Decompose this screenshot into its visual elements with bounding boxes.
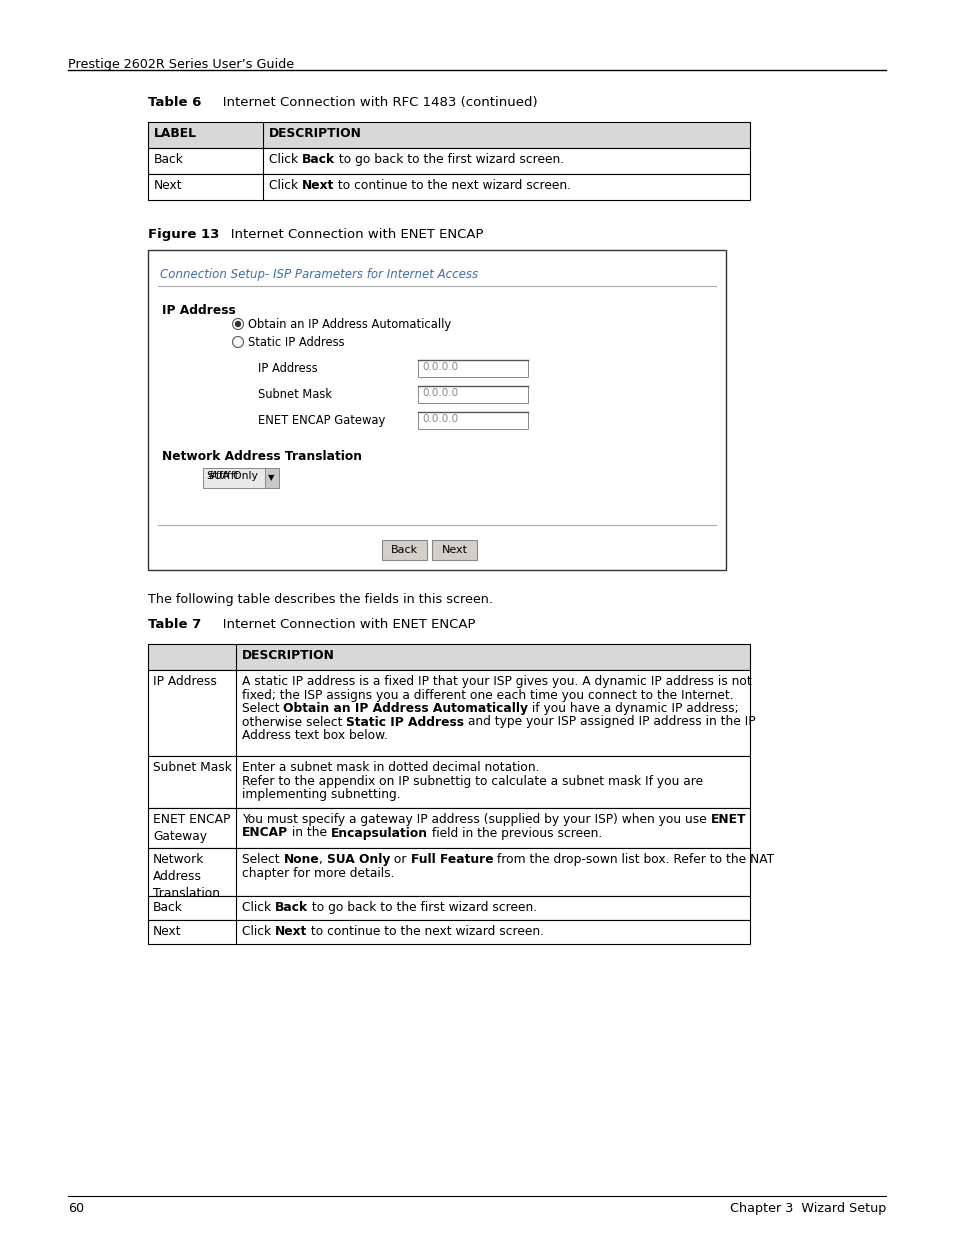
Text: or: or (390, 853, 411, 866)
Bar (203, 468, 278, 488)
Text: Internet Connection with RFC 1483 (continued): Internet Connection with RFC 1483 (conti… (210, 96, 537, 109)
Text: Figure 13: Figure 13 (148, 228, 219, 241)
Text: IP Address: IP Address (257, 362, 317, 375)
Text: and type your ISP assigned IP address in the IP: and type your ISP assigned IP address in… (464, 715, 755, 729)
Circle shape (233, 319, 243, 330)
Bar (381, 540, 427, 559)
Text: ENET: ENET (710, 813, 745, 826)
Text: Next: Next (441, 545, 467, 555)
Text: Subnet Mask: Subnet Mask (152, 761, 232, 774)
Text: otherwise select: otherwise select (242, 715, 346, 729)
Text: Back: Back (274, 902, 308, 914)
Text: Address text box below.: Address text box below. (242, 729, 388, 742)
Text: Back: Back (302, 153, 335, 165)
Text: The following table describes the fields in this screen.: The following table describes the fields… (148, 593, 493, 606)
Text: Network Address Translation: Network Address Translation (162, 450, 361, 463)
Text: Refer to the appendix on IP subnettig to calculate a subnet mask If you are: Refer to the appendix on IP subnettig to… (242, 774, 702, 788)
Text: IP Address: IP Address (162, 304, 235, 317)
Text: ENCAP: ENCAP (242, 826, 288, 840)
Text: Internet Connection with ENET ENCAP: Internet Connection with ENET ENCAP (218, 228, 483, 241)
Text: DESCRIPTION: DESCRIPTION (269, 127, 361, 140)
Text: to go back to the first wizard screen.: to go back to the first wizard screen. (335, 153, 563, 165)
Text: Next: Next (152, 925, 181, 939)
Text: Static IP Address: Static IP Address (346, 715, 464, 729)
Text: Click: Click (269, 179, 302, 191)
Text: #ffffff: #ffffff (207, 471, 238, 480)
Text: ENET ENCAP Gateway: ENET ENCAP Gateway (257, 414, 385, 427)
Text: Select: Select (242, 701, 283, 715)
Text: Click: Click (269, 153, 302, 165)
Text: 0.0.0.0: 0.0.0.0 (421, 362, 457, 372)
Text: Select: Select (242, 853, 283, 866)
Text: SUA Only: SUA Only (327, 853, 390, 866)
Bar (265, 468, 278, 488)
Text: LABEL: LABEL (153, 127, 196, 140)
Bar (417, 359, 527, 377)
Circle shape (235, 321, 240, 326)
Text: 0.0.0.0: 0.0.0.0 (421, 388, 457, 398)
Text: Next: Next (302, 179, 334, 191)
Text: Click: Click (242, 902, 274, 914)
Bar (417, 387, 527, 403)
Text: Full Feature: Full Feature (411, 853, 493, 866)
Bar (148, 643, 749, 671)
Bar (148, 174, 749, 200)
Text: ENET ENCAP
Gateway: ENET ENCAP Gateway (152, 813, 230, 844)
Bar (432, 540, 476, 559)
Bar (148, 897, 749, 920)
Bar (417, 412, 527, 429)
Text: Static IP Address: Static IP Address (248, 336, 344, 350)
Text: Chapter 3  Wizard Setup: Chapter 3 Wizard Setup (729, 1202, 885, 1215)
Bar (148, 249, 725, 571)
Text: 0.0.0.0: 0.0.0.0 (421, 414, 457, 424)
Text: Back: Back (391, 545, 417, 555)
Text: SUA Only: SUA Only (207, 471, 257, 480)
Text: Internet Connection with ENET ENCAP: Internet Connection with ENET ENCAP (210, 618, 475, 631)
Text: IP Address: IP Address (152, 676, 216, 688)
Text: Prestige 2602R Series User’s Guide: Prestige 2602R Series User’s Guide (68, 58, 294, 70)
Text: Obtain an IP Address Automatically: Obtain an IP Address Automatically (248, 317, 451, 331)
Text: Back: Back (153, 153, 184, 165)
Bar (148, 122, 749, 148)
Text: 60: 60 (68, 1202, 84, 1215)
Text: Enter a subnet mask in dotted decimal notation.: Enter a subnet mask in dotted decimal no… (242, 761, 539, 774)
Text: Subnet Mask: Subnet Mask (257, 388, 332, 401)
Text: to continue to the next wizard screen.: to continue to the next wizard screen. (334, 179, 571, 191)
Bar (148, 848, 749, 897)
Text: Table 6: Table 6 (148, 96, 201, 109)
Text: fixed; the ISP assigns you a different one each time you connect to the Internet: fixed; the ISP assigns you a different o… (242, 688, 733, 701)
Text: Next: Next (274, 925, 307, 939)
Text: to continue to the next wizard screen.: to continue to the next wizard screen. (307, 925, 543, 939)
Text: chapter for more details.: chapter for more details. (242, 867, 395, 879)
Text: Obtain an IP Address Automatically: Obtain an IP Address Automatically (283, 701, 528, 715)
Text: from the drop-sown list box. Refer to the NAT: from the drop-sown list box. Refer to th… (493, 853, 774, 866)
Text: ▼: ▼ (268, 473, 274, 482)
Text: ,: , (319, 853, 327, 866)
Bar (148, 920, 749, 944)
Text: in the: in the (288, 826, 331, 840)
Text: Encapsulation: Encapsulation (331, 826, 428, 840)
Text: implementing subnetting.: implementing subnetting. (242, 788, 400, 802)
Text: DESCRIPTION: DESCRIPTION (242, 650, 335, 662)
Text: Network
Address
Translation: Network Address Translation (152, 853, 220, 900)
Text: Next: Next (153, 179, 182, 191)
Text: Table 7: Table 7 (148, 618, 201, 631)
Text: Connection Setup- ISP Parameters for Internet Access: Connection Setup- ISP Parameters for Int… (160, 268, 477, 282)
Text: Click: Click (242, 925, 274, 939)
Text: to go back to the first wizard screen.: to go back to the first wizard screen. (308, 902, 537, 914)
Bar (148, 148, 749, 174)
Bar (148, 671, 749, 756)
Text: A static IP address is a fixed IP that your ISP gives you. A dynamic IP address : A static IP address is a fixed IP that y… (242, 676, 751, 688)
Text: if you have a dynamic IP address;: if you have a dynamic IP address; (528, 701, 739, 715)
Text: Back: Back (152, 902, 183, 914)
Text: None: None (283, 853, 319, 866)
Text: field in the previous screen.: field in the previous screen. (428, 826, 601, 840)
Text: You must specify a gateway IP address (supplied by your ISP) when you use: You must specify a gateway IP address (s… (242, 813, 710, 826)
Circle shape (233, 336, 243, 347)
Bar (148, 756, 749, 808)
Bar (148, 808, 749, 848)
